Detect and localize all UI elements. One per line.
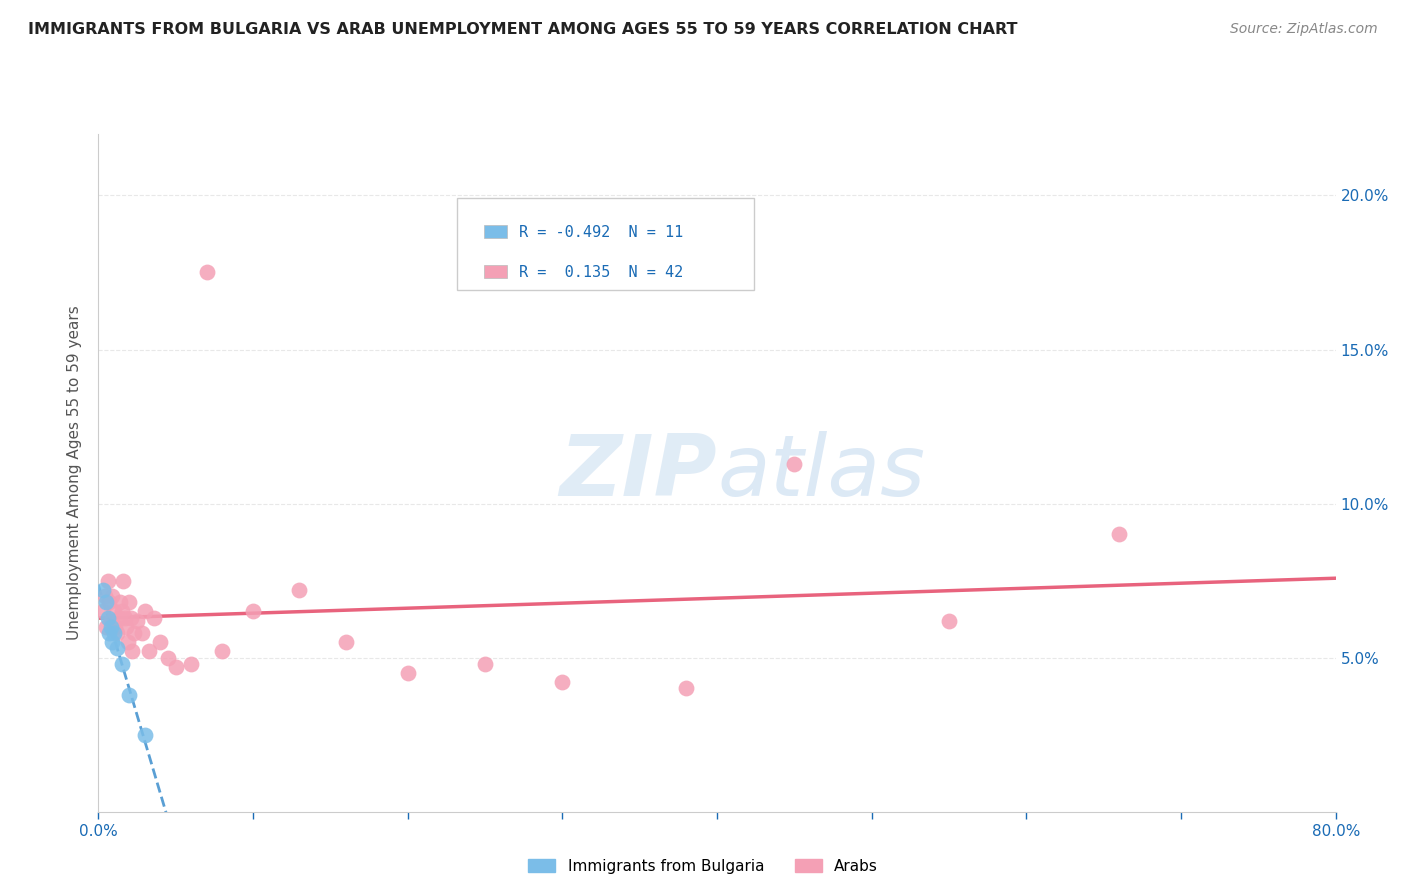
Text: ZIP: ZIP: [560, 431, 717, 515]
Point: [108, 595, 131, 609]
Point: [783, 457, 806, 471]
Point: [288, 582, 311, 597]
Point: [165, 660, 187, 674]
Point: [157, 650, 180, 665]
Point: [1108, 527, 1130, 541]
Point: [96, 595, 118, 609]
Point: [211, 644, 233, 658]
Point: [91, 582, 114, 597]
Point: [180, 657, 202, 671]
Point: [242, 604, 264, 618]
Point: [134, 604, 156, 618]
Point: [143, 610, 166, 624]
Point: [111, 604, 134, 618]
Point: [121, 644, 143, 658]
Point: [122, 626, 145, 640]
Point: [97, 574, 120, 588]
Y-axis label: Unemployment Among Ages 55 to 59 years: Unemployment Among Ages 55 to 59 years: [67, 305, 83, 640]
Point: [107, 610, 129, 624]
Point: [100, 620, 122, 634]
FancyBboxPatch shape: [485, 265, 506, 277]
Point: [112, 574, 135, 588]
Point: [101, 589, 124, 603]
Point: [100, 614, 122, 628]
Point: [131, 626, 153, 640]
Point: [97, 610, 120, 624]
Point: [103, 626, 125, 640]
Text: atlas: atlas: [717, 431, 925, 515]
Point: [474, 657, 496, 671]
Point: [96, 620, 118, 634]
Point: [120, 610, 142, 624]
Point: [138, 644, 160, 658]
Point: [195, 265, 218, 279]
Point: [115, 620, 138, 634]
Point: [118, 595, 141, 609]
Point: [675, 681, 697, 696]
Point: [118, 688, 141, 702]
Point: [117, 635, 139, 649]
Point: [93, 589, 115, 603]
Text: IMMIGRANTS FROM BULGARIA VS ARAB UNEMPLOYMENT AMONG AGES 55 TO 59 YEARS CORRELAT: IMMIGRANTS FROM BULGARIA VS ARAB UNEMPLO…: [28, 22, 1018, 37]
Point: [91, 604, 114, 618]
Text: R = -0.492  N = 11: R = -0.492 N = 11: [519, 225, 683, 240]
Point: [396, 666, 419, 681]
Point: [551, 675, 574, 690]
Text: R =  0.135  N = 42: R = 0.135 N = 42: [519, 265, 683, 279]
Point: [98, 626, 121, 640]
Point: [149, 635, 172, 649]
Point: [105, 641, 128, 656]
Point: [127, 614, 149, 628]
FancyBboxPatch shape: [457, 198, 754, 290]
Point: [98, 595, 121, 609]
Point: [134, 728, 156, 742]
Point: [103, 604, 125, 618]
Point: [114, 610, 136, 624]
Point: [105, 626, 128, 640]
Point: [111, 657, 134, 671]
Point: [104, 620, 127, 634]
Point: [101, 635, 124, 649]
FancyBboxPatch shape: [485, 226, 506, 237]
Legend: Immigrants from Bulgaria, Arabs: Immigrants from Bulgaria, Arabs: [522, 853, 884, 880]
Text: Source: ZipAtlas.com: Source: ZipAtlas.com: [1230, 22, 1378, 37]
Point: [335, 635, 357, 649]
Point: [938, 614, 960, 628]
